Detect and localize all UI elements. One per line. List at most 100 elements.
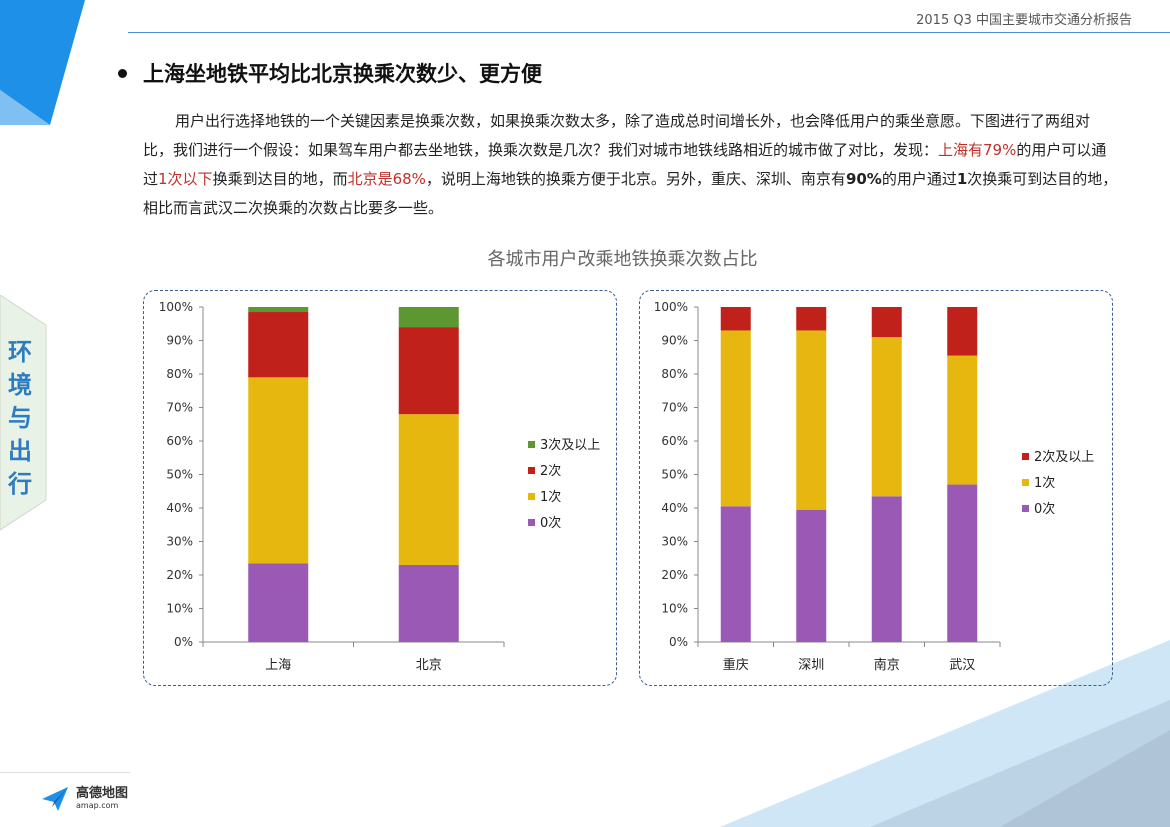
y-tick-label: 80% <box>661 367 688 381</box>
para-text-2: 的用户可以通过 <box>143 141 1107 188</box>
side-char: 与 <box>8 404 32 432</box>
highlight-shanghai: 上海有79% <box>938 141 1017 159</box>
bar-segment <box>871 307 902 338</box>
section-title: 上海坐地铁平均比北京换乘次数少、更方便 <box>143 62 542 86</box>
y-tick-label: 0% <box>174 635 193 649</box>
bar-segment <box>947 355 978 485</box>
y-tick-label: 40% <box>661 501 688 515</box>
footer-rule <box>0 772 130 773</box>
report-title: 2015 Q3 中国主要城市交通分析报告 <box>916 13 1132 28</box>
bar-segment <box>398 564 459 642</box>
y-tick-label: 10% <box>166 602 193 616</box>
y-tick-label: 100% <box>654 300 688 314</box>
legend-swatch <box>528 441 535 448</box>
legend-swatch <box>528 467 535 474</box>
y-tick-label: 40% <box>166 501 193 515</box>
y-tick-label: 50% <box>661 468 688 482</box>
legend-label: 2次 <box>540 463 561 479</box>
y-tick-label: 70% <box>166 401 193 415</box>
bar-segment <box>248 377 309 564</box>
chart-title: 各城市用户改乘地铁换乘次数占比 <box>487 249 758 270</box>
bar-segment <box>248 312 309 378</box>
amap-plane-icon <box>42 787 68 811</box>
y-tick-label: 60% <box>661 434 688 448</box>
legend-label: 1次 <box>1034 475 1055 491</box>
bar-segment <box>398 307 459 328</box>
legend-label: 0次 <box>1034 501 1055 517</box>
chart-panel-left <box>143 290 617 686</box>
para-text-6: 次换乘可到达目的地，相比而言武汉二次换乘的次数占比要多一些。 <box>143 170 1118 217</box>
body-paragraph: 用户出行选择地铁的一个关键因素是换乘次数，如果换乘次数太多，除了造成总时间增长外… <box>143 107 1118 223</box>
chart-panel-right <box>639 290 1113 686</box>
side-tab-shape <box>0 295 47 531</box>
y-tick-label: 10% <box>661 602 688 616</box>
logo-url: amap.com <box>76 801 119 810</box>
header-rule <box>128 32 1170 33</box>
bar-segment <box>398 414 459 565</box>
para-text-4: ，说明上海地铁的换乘方便于北京。另外，重庆、深圳、南京有 <box>425 170 846 188</box>
bullet-icon <box>118 68 127 78</box>
y-tick-label: 30% <box>166 535 193 549</box>
side-char: 行 <box>8 470 32 498</box>
legend-label: 2次及以上 <box>1034 449 1094 465</box>
para-text-3: 换乘到达目的地，而 <box>212 170 348 188</box>
bar-segment <box>398 327 459 415</box>
side-char: 境 <box>8 371 32 399</box>
bar-segment <box>871 496 902 642</box>
y-tick-label: 100% <box>159 300 193 314</box>
para-text-5: 的用户通过 <box>881 170 957 188</box>
side-tab-label: 环 境 与 出 行 <box>6 336 34 501</box>
legend-swatch <box>528 519 535 526</box>
logo-name: 高德地图 <box>76 786 129 801</box>
bar-segment <box>796 307 827 331</box>
y-tick-label: 20% <box>166 568 193 582</box>
legend-swatch <box>1022 453 1029 460</box>
bar-segment <box>248 563 309 642</box>
bold-one: 1 <box>956 170 968 188</box>
bar-segment <box>796 509 827 642</box>
corner-accent <box>0 0 85 125</box>
bar-segment <box>720 307 751 331</box>
x-tick-label: 重庆 <box>723 657 749 673</box>
legend-label: 1次 <box>540 489 561 505</box>
x-tick-label: 北京 <box>416 658 442 673</box>
x-tick-label: 武汉 <box>949 658 975 673</box>
bar-segment <box>871 337 902 497</box>
legend-label: 0次 <box>540 515 561 531</box>
side-tab-bg <box>0 295 47 531</box>
corner-light-shape <box>0 90 50 125</box>
y-tick-label: 90% <box>166 334 193 348</box>
legend-swatch <box>528 493 535 500</box>
bar-segment <box>720 506 751 642</box>
legend-label: 3次及以上 <box>540 437 600 453</box>
y-tick-label: 0% <box>669 635 688 649</box>
side-char: 环 <box>8 338 32 366</box>
x-tick-label: 上海 <box>265 658 291 673</box>
side-char: 出 <box>8 437 32 465</box>
y-tick-label: 30% <box>661 535 688 549</box>
legend-swatch <box>1022 479 1029 486</box>
legend-swatch <box>1022 505 1029 512</box>
y-tick-label: 50% <box>166 468 193 482</box>
y-tick-label: 80% <box>166 367 193 381</box>
bar-segment <box>720 330 751 507</box>
x-tick-label: 深圳 <box>798 658 824 673</box>
highlight-beijing: 北京是68% <box>347 170 426 188</box>
x-tick-label: 南京 <box>874 657 900 673</box>
y-tick-label: 20% <box>661 568 688 582</box>
bar-segment <box>947 484 978 642</box>
y-tick-label: 60% <box>166 434 193 448</box>
y-tick-label: 70% <box>661 401 688 415</box>
highlight-once: 1次以下 <box>158 170 213 188</box>
bar-segment <box>796 330 827 510</box>
bold-90pct: 90% <box>845 170 882 188</box>
bar-segment <box>248 307 309 313</box>
para-text-1: 用户出行选择地铁的一个关键因素是换乘次数，如果换乘次数太多，除了造成总时间增长外… <box>143 112 1091 159</box>
corner-blue-shape <box>0 0 85 125</box>
bottom-right-dark-triangle <box>1000 730 1170 827</box>
bar-segment <box>947 307 978 356</box>
section-heading: 上海坐地铁平均比北京换乘次数少、更方便 <box>118 58 542 88</box>
amap-logo: 高德地图 amap.com <box>40 785 128 813</box>
